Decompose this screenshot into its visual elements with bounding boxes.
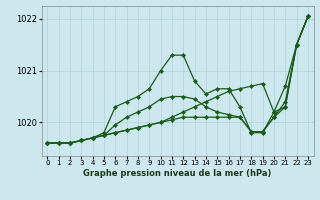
X-axis label: Graphe pression niveau de la mer (hPa): Graphe pression niveau de la mer (hPa): [84, 169, 272, 178]
